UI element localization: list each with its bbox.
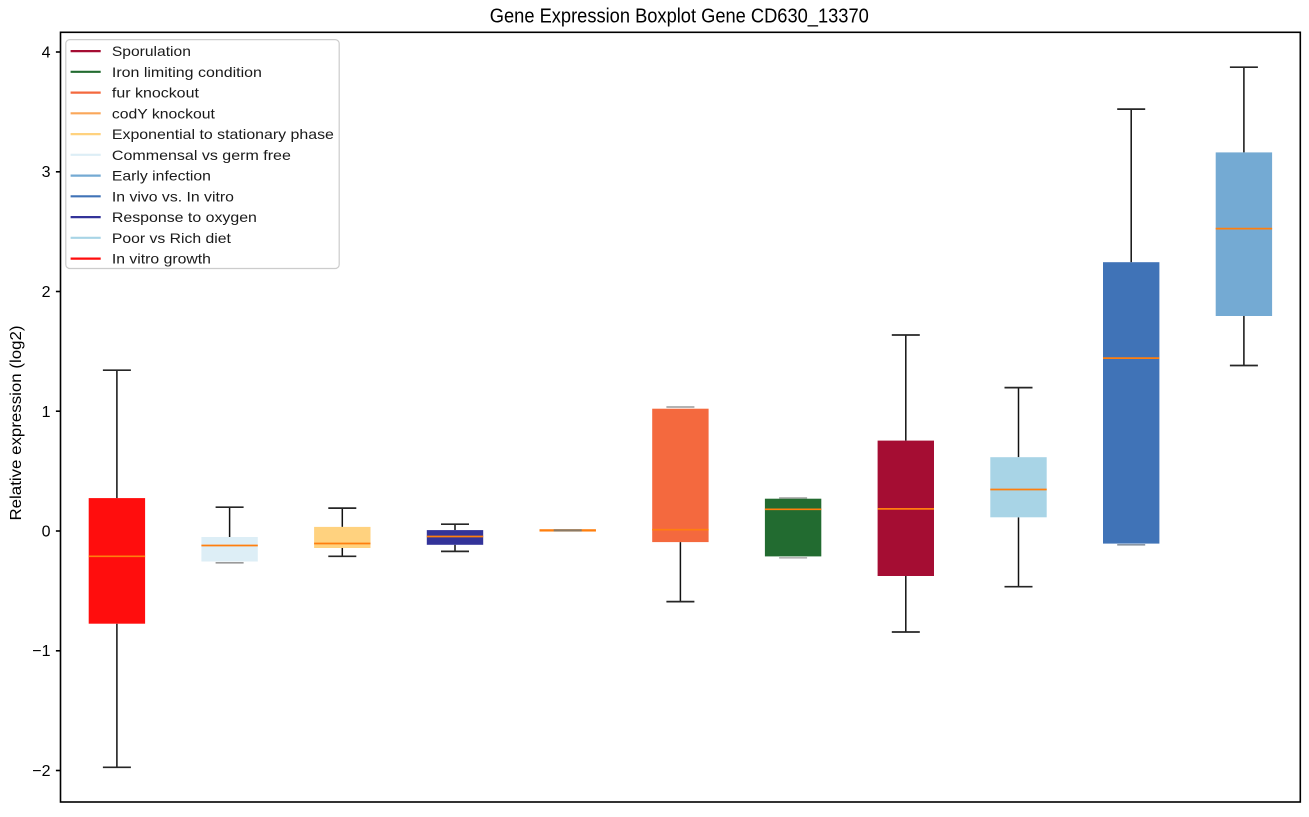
- svg-text:1: 1: [42, 404, 51, 421]
- svg-text:0: 0: [42, 524, 51, 541]
- svg-text:codY knockout: codY knockout: [112, 105, 215, 121]
- svg-text:In vitro growth: In vitro growth: [112, 251, 211, 267]
- svg-text:2: 2: [42, 284, 51, 301]
- svg-text:Early infection: Early infection: [112, 168, 211, 184]
- svg-text:Relative expression (log2): Relative expression (log2): [8, 326, 25, 521]
- svg-text:−1: −1: [32, 643, 50, 660]
- svg-text:Iron limiting condition: Iron limiting condition: [112, 64, 262, 80]
- svg-text:Poor vs Rich diet: Poor vs Rich diet: [112, 230, 231, 246]
- svg-text:−2: −2: [32, 763, 50, 780]
- svg-text:4: 4: [42, 45, 51, 62]
- svg-text:fur knockout: fur knockout: [112, 85, 199, 101]
- svg-text:3: 3: [42, 164, 51, 181]
- svg-text:Gene Expression Boxplot Gene C: Gene Expression Boxplot Gene CD630_13370: [490, 6, 869, 28]
- svg-text:Response to oxygen: Response to oxygen: [112, 209, 257, 225]
- svg-text:In vivo vs. In vitro: In vivo vs. In vitro: [112, 188, 234, 204]
- svg-text:Commensal vs germ free: Commensal vs germ free: [112, 147, 291, 163]
- svg-text:Sporulation: Sporulation: [112, 43, 191, 59]
- svg-text:Exponential to stationary phas: Exponential to stationary phase: [112, 126, 334, 142]
